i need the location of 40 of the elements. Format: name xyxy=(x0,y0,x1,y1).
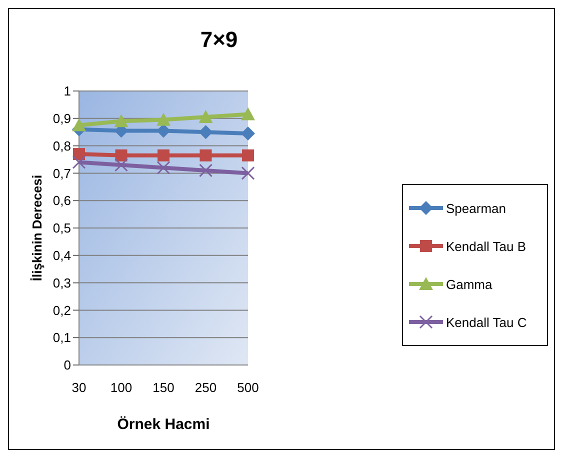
point xyxy=(72,118,86,132)
chart-title: 7×9 xyxy=(199,27,239,53)
y-tick-label: 0 xyxy=(64,358,71,373)
point xyxy=(72,155,86,169)
legend-label: Spearman xyxy=(446,200,506,216)
x-tick-label: 150 xyxy=(152,380,174,396)
y-tick-label: 0,3 xyxy=(52,275,71,290)
point xyxy=(114,114,128,128)
point xyxy=(156,124,170,138)
point xyxy=(156,112,170,126)
x-tick-label: 500 xyxy=(237,380,259,396)
y-tick-label: 0,5 xyxy=(52,220,71,236)
legend-label: Gamma xyxy=(446,276,492,292)
point xyxy=(198,125,213,140)
point xyxy=(158,149,170,162)
y-axis-title: İlişkinin Derecesi xyxy=(30,174,45,282)
x-tick-label: 250 xyxy=(194,380,217,396)
point xyxy=(114,158,128,172)
point xyxy=(241,166,255,180)
point xyxy=(199,164,212,178)
y-tick-label: 0,4 xyxy=(52,248,71,264)
point xyxy=(241,126,255,140)
y-tick-label: 0,9 xyxy=(52,111,71,126)
legend-label: Kendall Tau B xyxy=(446,238,526,254)
point xyxy=(242,149,254,162)
point xyxy=(241,107,255,120)
y-tick-label: 1 xyxy=(64,84,71,99)
point xyxy=(156,160,170,174)
x-axis-title: Örnek Hacmi xyxy=(117,416,210,433)
y-tick-label: 0,7 xyxy=(52,166,71,181)
y-tick-label: 0,6 xyxy=(52,193,71,208)
x-tick-label: 30 xyxy=(72,380,86,396)
point xyxy=(115,149,128,162)
legend-label: Kendall Tau C xyxy=(446,314,527,330)
y-tick-label: 0,2 xyxy=(52,302,71,318)
y-tick-label: 0,1 xyxy=(52,330,71,346)
point xyxy=(200,149,212,162)
y-tick-label: 0,8 xyxy=(52,138,71,154)
x-tick-label: 100 xyxy=(110,380,132,396)
point xyxy=(198,110,213,124)
